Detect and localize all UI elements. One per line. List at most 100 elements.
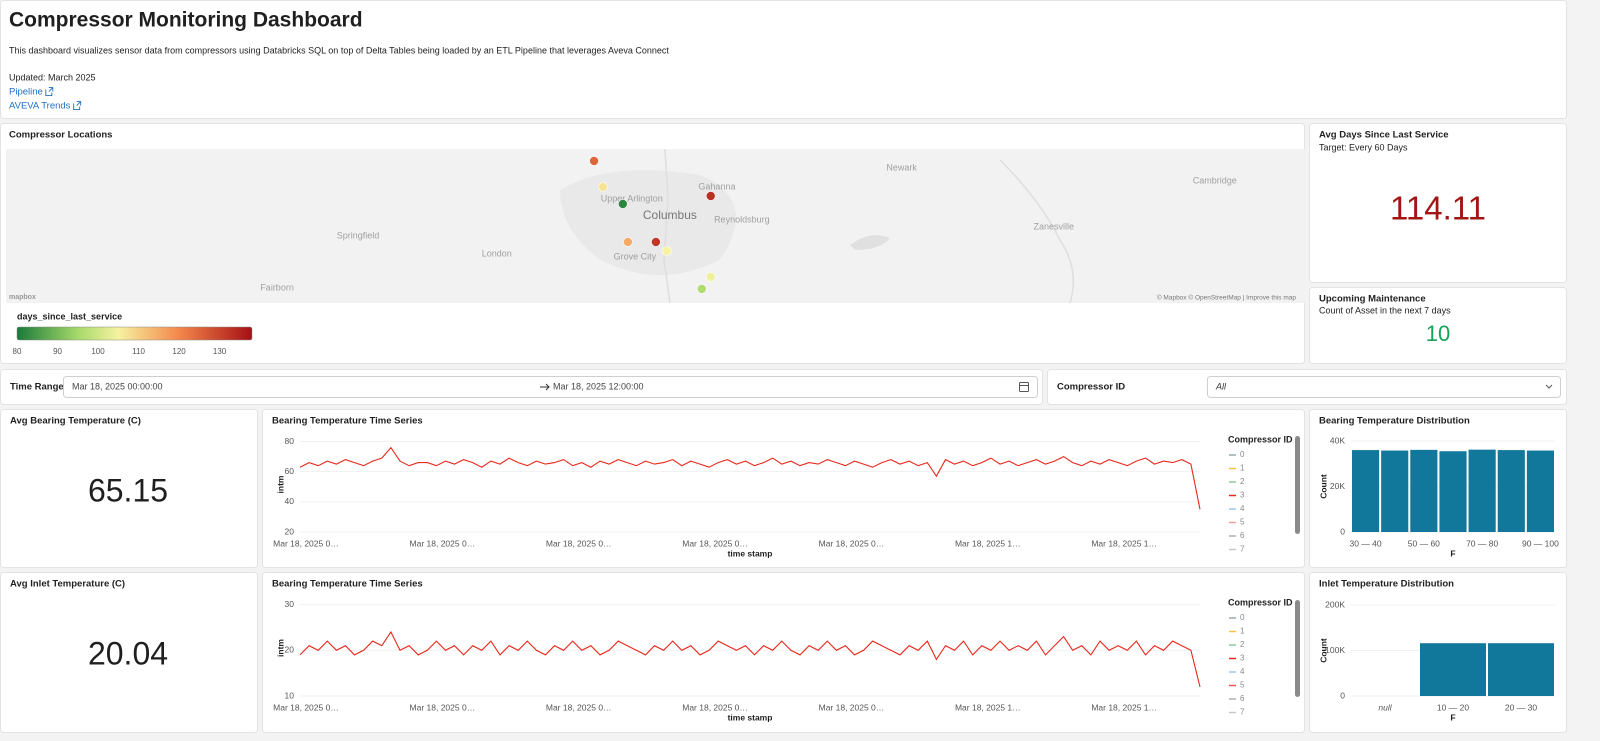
y-tick-label: 60 xyxy=(285,466,295,476)
map-attribution: © Mapbox © OpenStreetMap | Improve this … xyxy=(1157,294,1297,302)
bar xyxy=(1526,450,1554,532)
color-bar-tick: 130 xyxy=(213,347,227,356)
x-tick-label: Mar 18, 2025 0… xyxy=(819,538,885,548)
kpi-title: Upcoming Maintenance xyxy=(1319,294,1426,305)
filter-label: Time Range xyxy=(10,382,64,393)
y-tick-label: 0 xyxy=(1340,690,1345,700)
chart-title: Bearing Temperature Time Series xyxy=(272,579,423,590)
kpi-value: 10 xyxy=(1426,321,1450,346)
external-link-icon xyxy=(73,101,82,110)
y-axis-label: intm xyxy=(275,475,285,493)
link[interactable]: Pipeline xyxy=(9,87,43,98)
legend-label: 6 xyxy=(1240,531,1245,540)
legend-label: 0 xyxy=(1240,450,1245,459)
chart-card xyxy=(262,409,1305,568)
map-point xyxy=(661,246,672,256)
card-title: Compressor Locations xyxy=(9,130,112,141)
map-point xyxy=(705,191,716,201)
y-axis-label: Count xyxy=(1318,474,1328,499)
y-tick-label: 40 xyxy=(285,496,295,506)
updated: Updated: March 2025 xyxy=(9,72,96,82)
scrollbar[interactable] xyxy=(1295,436,1300,534)
place-label: Reynoldsburg xyxy=(714,214,770,224)
bar xyxy=(1381,450,1409,532)
page-title: Compressor Monitoring Dashboard xyxy=(9,9,363,32)
place-label: Zanesville xyxy=(1033,221,1074,231)
calendar-icon[interactable] xyxy=(1019,382,1029,392)
legend-title: Compressor ID xyxy=(1228,434,1293,444)
legend-label: 7 xyxy=(1240,708,1245,717)
place-label: London xyxy=(482,248,512,258)
x-tick-label: null xyxy=(1378,702,1392,712)
y-tick-label: 40K xyxy=(1330,435,1345,445)
map-point xyxy=(589,156,599,166)
x-tick-label: Mar 18, 2025 0… xyxy=(273,538,339,548)
chart-title: Bearing Temperature Time Series xyxy=(272,416,423,427)
dropdown[interactable] xyxy=(1207,376,1561,398)
kpi-value: 65.15 xyxy=(88,472,168,508)
y-tick-label: 20K xyxy=(1330,481,1345,491)
kpi-card xyxy=(1309,123,1567,283)
kpi-title: Avg Inlet Temperature (C) xyxy=(10,579,125,590)
map-logo: mapbox xyxy=(9,294,36,301)
river xyxy=(663,148,671,304)
y-axis-label: intm xyxy=(275,639,285,657)
x-tick-label: Mar 18, 2025 0… xyxy=(682,538,748,548)
arrow-icon xyxy=(540,383,550,391)
external-link-icon xyxy=(45,87,54,96)
x-tick-label: 20 — 30 xyxy=(1505,702,1537,712)
x-tick-label: Mar 18, 2025 0… xyxy=(410,702,476,712)
legend-label: 0 xyxy=(1240,613,1245,622)
legend-label: 1 xyxy=(1240,464,1245,473)
x-axis-label: F xyxy=(1450,548,1455,558)
legend-label: 1 xyxy=(1240,627,1245,636)
river xyxy=(999,159,1075,304)
scrollbar[interactable] xyxy=(1295,600,1300,697)
date-range-input[interactable] xyxy=(63,376,1038,398)
x-tick-label: Mar 18, 2025 0… xyxy=(819,702,885,712)
y-tick-label: 20 xyxy=(285,526,295,536)
x-axis-label: F xyxy=(1450,712,1455,722)
kpi-value: 20.04 xyxy=(88,635,168,671)
x-tick-label: Mar 18, 2025 0… xyxy=(546,538,612,548)
color-bar-tick: 90 xyxy=(53,347,62,356)
x-tick-label: Mar 18, 2025 1… xyxy=(955,702,1021,712)
legend-title: Compressor ID xyxy=(1228,597,1293,607)
map-layer: Upper Arlington Columbus Gahanna Reynoldsbu… xyxy=(260,156,1237,294)
kpi-subtitle: Count of Asset in the next 7 days xyxy=(1319,305,1451,315)
link[interactable]: AVEVA Trends xyxy=(9,101,71,112)
chart-card xyxy=(262,572,1305,733)
chart-title: Bearing Temperature Distribution xyxy=(1319,416,1470,427)
x-tick-label: Mar 18, 2025 1… xyxy=(1091,702,1157,712)
bar xyxy=(1420,643,1486,696)
bar xyxy=(1410,449,1438,532)
legend-label: 7 xyxy=(1240,545,1245,554)
legend-label: 5 xyxy=(1240,681,1245,690)
description: This dashboard visualizes sensor data fr… xyxy=(9,45,669,55)
map-point xyxy=(651,237,661,247)
chart-title: Inlet Temperature Distribution xyxy=(1319,579,1454,590)
y-axis-label: Count xyxy=(1318,638,1328,663)
color-bar xyxy=(16,326,253,341)
x-tick-label: Mar 18, 2025 1… xyxy=(1091,538,1157,548)
place-label: Springfield xyxy=(337,230,380,240)
date-start: Mar 18, 2025 00:00:00 xyxy=(72,381,163,391)
kpi-subtitle: Target: Every 60 Days xyxy=(1319,142,1408,152)
y-tick-label: 20 xyxy=(285,645,295,655)
legend-title: days_since_last_service xyxy=(17,311,122,321)
map-point xyxy=(705,272,716,282)
place-label: Gahanna xyxy=(698,181,735,191)
kpi-card xyxy=(0,409,258,568)
place-label: Newark xyxy=(886,162,917,172)
x-tick-label: 10 — 20 xyxy=(1437,702,1469,712)
legend-label: 3 xyxy=(1240,654,1245,663)
bar xyxy=(1352,450,1380,532)
dropdown-value: All xyxy=(1215,381,1227,391)
bar xyxy=(1488,643,1554,696)
bar xyxy=(1468,449,1496,532)
bar xyxy=(1439,451,1467,532)
x-tick-label: Mar 18, 2025 0… xyxy=(410,538,476,548)
chevron-icon xyxy=(1545,384,1553,389)
header-card xyxy=(0,0,1567,119)
